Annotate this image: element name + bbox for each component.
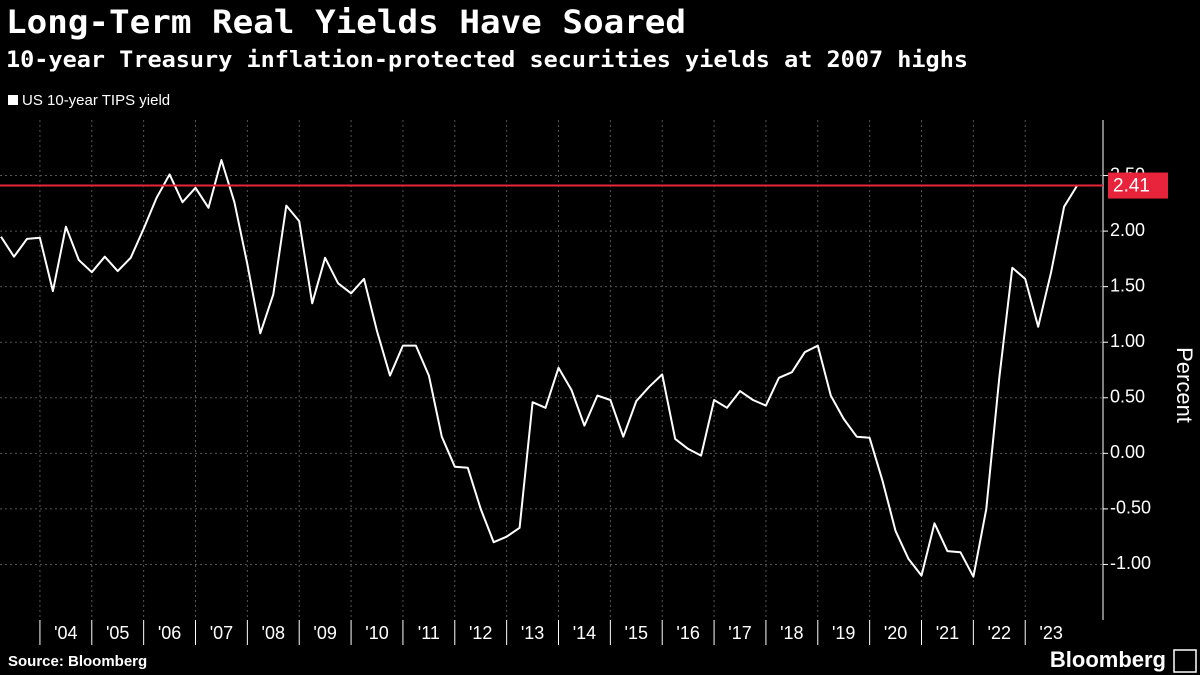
x-tick-label: '21 — [936, 623, 959, 643]
x-tick-label: '07 — [210, 623, 233, 643]
x-tick-label: '06 — [158, 623, 181, 643]
y-tick-label: 0.50 — [1110, 387, 1145, 407]
x-tick-label: '10 — [365, 623, 388, 643]
x-tick-label: '12 — [469, 623, 492, 643]
x-tick-label: '18 — [780, 623, 803, 643]
y-tick-label: 1.00 — [1110, 331, 1145, 351]
x-tick-label: '11 — [418, 623, 440, 643]
brand-icon — [1173, 649, 1197, 673]
x-tick-label: '09 — [313, 623, 336, 643]
x-tick-label: '20 — [884, 623, 907, 643]
y-tick-label: 2.00 — [1110, 220, 1145, 240]
source: Source: Bloomberg — [8, 653, 147, 670]
reference-label-bg — [1108, 172, 1168, 199]
y-tick-label: -1.00 — [1110, 553, 1151, 573]
reference-label: 2.41 — [1113, 176, 1150, 197]
x-tick-label: '13 — [521, 623, 544, 643]
x-tick-label: '16 — [676, 623, 699, 643]
series-line — [0, 159, 1078, 578]
x-tick-label: '04 — [54, 623, 77, 643]
y-axis-label: Percent — [1172, 347, 1197, 423]
x-tick-label: '14 — [573, 623, 596, 643]
x-tick-label: '22 — [988, 623, 1011, 643]
legend-label: US 10-year TIPS yield — [22, 92, 170, 109]
legend-swatch — [8, 95, 18, 105]
x-tick-label: '17 — [728, 623, 751, 643]
x-tick-label: '15 — [625, 623, 648, 643]
x-tick-label: '19 — [832, 623, 855, 643]
y-tick-label: 0.00 — [1110, 442, 1145, 462]
y-tick-label: 1.50 — [1110, 275, 1145, 295]
chart-title: Long-Term Real Yields Have Soared — [6, 3, 686, 41]
x-tick-label: '08 — [262, 623, 285, 643]
x-tick-label: '05 — [106, 623, 129, 643]
brand: Bloomberg — [1050, 647, 1166, 672]
x-tick-label: '23 — [1039, 623, 1062, 643]
chart-subtitle: 10-year Treasury inflation-protected sec… — [6, 48, 968, 73]
y-tick-label: -0.50 — [1110, 498, 1151, 518]
